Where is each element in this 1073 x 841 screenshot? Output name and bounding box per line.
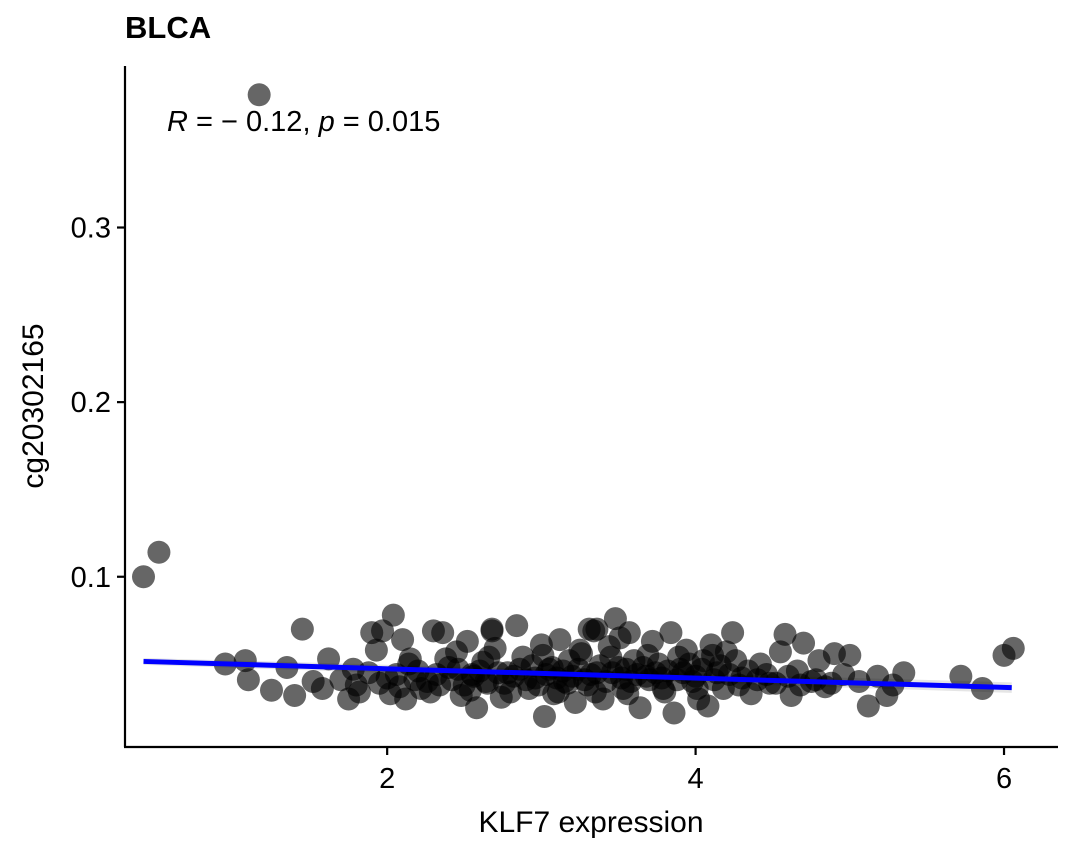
data-point	[391, 628, 415, 652]
x-tick-label: 6	[996, 763, 1012, 795]
r-value: = − 0.12,	[188, 106, 319, 138]
data-point	[546, 680, 570, 704]
data-point	[480, 619, 504, 643]
data-point	[1001, 636, 1025, 660]
data-point	[608, 626, 632, 650]
r-symbol: R	[167, 106, 188, 138]
data-point	[434, 647, 458, 671]
data-point	[659, 621, 683, 645]
data-point	[378, 682, 402, 706]
data-point	[260, 678, 284, 702]
data-point	[792, 631, 816, 655]
y-tick-label: 0.1	[71, 562, 111, 594]
data-point	[455, 629, 479, 653]
data-point	[283, 683, 307, 707]
data-point	[696, 694, 720, 718]
y-tick-label: 0.3	[71, 213, 111, 245]
p-symbol: p	[318, 106, 335, 138]
data-point	[431, 621, 455, 645]
x-axis-title: KLF7 expression	[478, 806, 703, 839]
data-point	[685, 677, 709, 701]
data-point	[856, 694, 880, 718]
regression-line-layer	[143, 658, 1012, 691]
y-axis-title: cg20302165	[17, 323, 50, 488]
data-point	[616, 682, 640, 706]
data-point	[458, 678, 482, 702]
data-point	[233, 649, 257, 673]
data-point	[662, 701, 686, 725]
x-tick-label: 2	[379, 763, 395, 795]
data-point	[838, 643, 862, 667]
data-point	[651, 677, 675, 701]
data-point	[563, 690, 587, 714]
data-point	[701, 643, 725, 667]
regression-line	[143, 658, 1012, 691]
data-point	[724, 649, 748, 673]
data-point	[603, 607, 627, 631]
y-axis-ticks: 0.1 0.2 0.3	[71, 213, 125, 594]
data-point	[532, 704, 556, 728]
data-point	[310, 677, 334, 701]
correlation-annotation: R = − 0.12, p = 0.015	[167, 106, 440, 138]
data-point	[583, 680, 607, 704]
p-value: = 0.015	[335, 106, 441, 138]
data-point	[721, 621, 745, 645]
data-point	[381, 603, 405, 627]
data-point	[247, 83, 271, 107]
data-point	[132, 565, 156, 589]
chart-title: BLCA	[125, 10, 211, 45]
data-point	[499, 680, 523, 704]
data-point	[290, 617, 314, 641]
data-point	[599, 645, 623, 669]
data-point	[548, 628, 572, 652]
data-point	[418, 680, 442, 704]
data-point	[667, 645, 691, 669]
data-point	[147, 540, 171, 564]
data-point	[577, 617, 601, 641]
data-point	[236, 668, 260, 692]
y-tick-label: 0.2	[71, 387, 111, 419]
data-point	[773, 622, 797, 646]
data-point	[768, 640, 792, 664]
data-point	[465, 696, 489, 720]
data-point	[949, 664, 973, 688]
x-axis-ticks: 2 4 6	[379, 747, 1012, 795]
data-point	[531, 643, 555, 667]
data-point	[364, 638, 388, 662]
data-point	[505, 614, 529, 638]
data-point	[568, 638, 592, 662]
data-points-layer	[132, 83, 1025, 728]
x-tick-label: 4	[688, 763, 704, 795]
data-point	[477, 645, 501, 669]
data-point	[892, 661, 916, 685]
data-point	[636, 643, 660, 667]
